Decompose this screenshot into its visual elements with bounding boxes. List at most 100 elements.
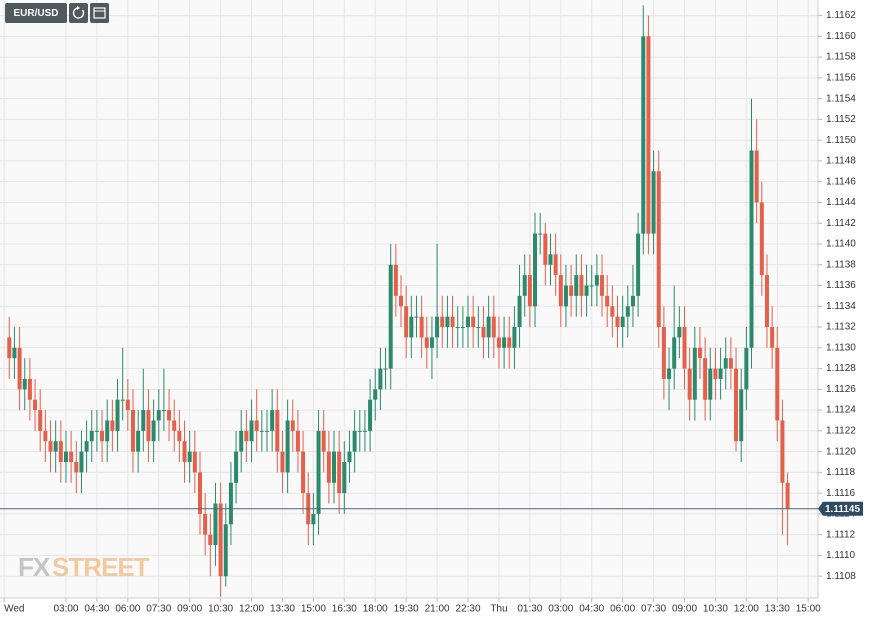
candle-body (517, 295, 522, 328)
candle-body (502, 337, 507, 348)
x-tick-label: 13:30 (270, 604, 295, 615)
candle-body (368, 399, 373, 431)
y-tick-label: 1.1150 (826, 135, 856, 146)
candle-body (527, 275, 532, 307)
candle-body (739, 389, 744, 442)
candle-body (692, 347, 697, 400)
candle-body (141, 410, 146, 431)
candle-body (177, 430, 182, 442)
symbol-label[interactable]: EUR/USD (13, 8, 58, 19)
candle-body (471, 316, 476, 328)
candle-body (100, 430, 105, 442)
candle-body (764, 275, 769, 328)
y-tick-label: 1.1130 (826, 342, 856, 353)
candle-body (89, 430, 94, 442)
candle-body (223, 524, 228, 577)
x-tick-label: 19:30 (394, 604, 419, 615)
candle-body (533, 233, 538, 307)
candle-body (548, 254, 553, 265)
candle-body (182, 441, 187, 462)
candle-body (22, 378, 27, 390)
x-tick-label: 03:00 (548, 604, 573, 615)
candle-body (239, 430, 244, 452)
candle-body (264, 430, 269, 432)
candle-body (455, 327, 460, 329)
candle-body (290, 420, 295, 431)
candle-body (759, 202, 764, 276)
y-tick-label: 1.1128 (826, 363, 856, 374)
candle-body (718, 368, 723, 379)
candle-body (249, 420, 254, 442)
last-price-tag (818, 501, 863, 516)
y-tick-label: 1.1144 (826, 197, 856, 208)
y-tick-label: 1.1156 (826, 73, 856, 84)
x-tick-label: 12:00 (239, 604, 264, 615)
candle-body (197, 472, 202, 514)
candle-body (512, 327, 517, 348)
candle-body (27, 378, 32, 400)
candle-body (620, 316, 625, 328)
x-tick-label: 04:30 (84, 604, 109, 615)
candle-body (672, 337, 677, 369)
candle-body (651, 171, 656, 234)
symbol-button[interactable] (5, 3, 67, 23)
y-tick-label: 1.1152 (826, 114, 856, 125)
candle-body (79, 451, 84, 473)
watermark-fx: FX (18, 552, 51, 582)
x-tick-label: 09:00 (177, 604, 202, 615)
candle-body (125, 399, 130, 411)
y-tick-label: 1.1162 (826, 10, 856, 21)
candle-body (399, 295, 404, 307)
candle-body (522, 275, 527, 296)
candle-body (48, 441, 53, 452)
candle-body (275, 410, 280, 452)
x-tick-label: Wed (4, 604, 24, 615)
y-tick-label: 1.1138 (826, 259, 856, 270)
candle-body (486, 316, 491, 338)
candle-body (234, 451, 239, 483)
calendar-icon (93, 7, 106, 19)
candle-body (641, 36, 646, 234)
watermark-street: STREET (52, 552, 150, 582)
calendar-button[interactable] (90, 3, 109, 23)
candle-body (373, 389, 378, 400)
refresh-button[interactable] (69, 3, 88, 23)
candle-body (311, 513, 316, 525)
candles (7, 5, 790, 597)
candle-body (584, 285, 589, 296)
candle-body (610, 306, 615, 317)
candle-body (667, 368, 672, 379)
x-tick-label: 13:30 (765, 604, 790, 615)
x-tick-label: 10:30 (703, 604, 728, 615)
candle-body (440, 316, 445, 328)
candle-body (785, 482, 790, 509)
candle-body (703, 358, 708, 400)
candle-body (84, 441, 89, 452)
candle-body (254, 420, 259, 431)
x-tick-label: 16:30 (332, 604, 357, 615)
y-tick-label: 1.1122 (826, 425, 856, 436)
candle-body (192, 451, 197, 473)
x-tick-label: 09:00 (672, 604, 697, 615)
x-tick-label: 01:30 (517, 604, 542, 615)
y-tick-label: 1.1140 (826, 239, 856, 250)
candle-body (646, 36, 651, 234)
candle-body (749, 150, 754, 348)
candle-body (105, 420, 110, 442)
candle-body (362, 430, 367, 432)
candle-body (58, 441, 63, 462)
x-tick-label: Thu (490, 604, 507, 615)
candle-body (476, 327, 481, 329)
candle-body (496, 337, 501, 348)
candle-body (203, 513, 208, 535)
candle-body (393, 264, 398, 296)
x-tick-label: 15:00 (796, 604, 821, 615)
candle-body (445, 316, 450, 328)
candle-body (687, 368, 692, 400)
last-price-label: 1.11145 (825, 504, 860, 515)
plot-background (0, 0, 818, 598)
y-tick-label: 1.1154 (826, 93, 856, 104)
candle-body (615, 316, 620, 328)
candle-body (558, 275, 563, 307)
